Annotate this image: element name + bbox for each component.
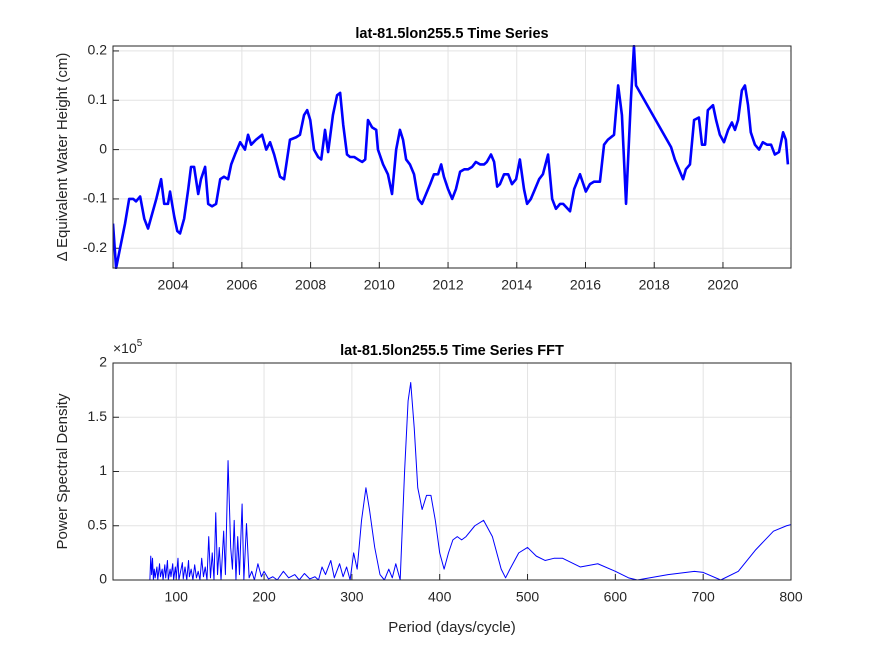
x-tick-label: 400 <box>428 589 452 605</box>
x-tick-label: 700 <box>691 589 715 605</box>
axes-frame <box>112 45 792 269</box>
x-tick-label: 600 <box>604 589 628 605</box>
y-axis-label: Power Spectral Density <box>54 393 71 549</box>
chart-title: lat-81.5lon255.5 Time Series <box>355 26 548 42</box>
x-tick-label: 100 <box>165 589 189 605</box>
x-tick-label: 2004 <box>158 277 189 293</box>
x-tick-label: 500 <box>516 589 540 605</box>
y-tick-label: 1.5 <box>88 408 108 424</box>
y-tick-label: 1 <box>99 462 107 478</box>
y-multiplier: ×105 <box>113 338 143 356</box>
y-tick-label: 0.2 <box>88 42 108 58</box>
y-tick-label: 0 <box>99 571 107 587</box>
x-tick-label: 2006 <box>226 277 257 293</box>
axes: 2004 2006 2008 2010 2012 2014 2016 2018 2020 -0.2… <box>54 26 792 293</box>
x-tick-label: 2020 <box>707 277 738 293</box>
x-tick-label: 2008 <box>295 277 326 293</box>
x-tick-label: 2010 <box>364 277 395 293</box>
series-line <box>113 45 790 269</box>
x-tick-label: 200 <box>252 589 276 605</box>
x-tick-label: 2012 <box>432 277 463 293</box>
x-tick-label: 300 <box>340 589 364 605</box>
x-tick-label: 2016 <box>570 277 601 293</box>
y-tick-label: -0.2 <box>83 239 107 255</box>
y-multiplier-base: ×10 <box>113 340 137 356</box>
y-tick-label: 2 <box>99 354 107 370</box>
axes: 100 200 300 400 500 600 700 800 0 0.5 1 1.5 2 lat-81.… <box>54 338 803 636</box>
x-tick-label: 2018 <box>639 277 670 293</box>
y-tick-label: 0 <box>99 140 107 156</box>
y-multiplier-exponent: 5 <box>137 338 143 349</box>
y-tick-label: 0.5 <box>88 516 108 532</box>
x-tick-label: 2014 <box>501 277 532 293</box>
axes-frame <box>112 362 792 581</box>
plot-area <box>113 46 791 268</box>
y-tick-label: 0.1 <box>88 91 108 107</box>
chart-title: lat-81.5lon255.5 Time Series FFT <box>340 343 564 359</box>
x-tick-label: 800 <box>779 589 803 605</box>
y-tick-label: -0.1 <box>83 190 107 206</box>
x-axis-label: Period (days/cycle) <box>388 619 516 636</box>
y-axis-label: Δ Equivalent Water Height (cm) <box>54 53 71 262</box>
